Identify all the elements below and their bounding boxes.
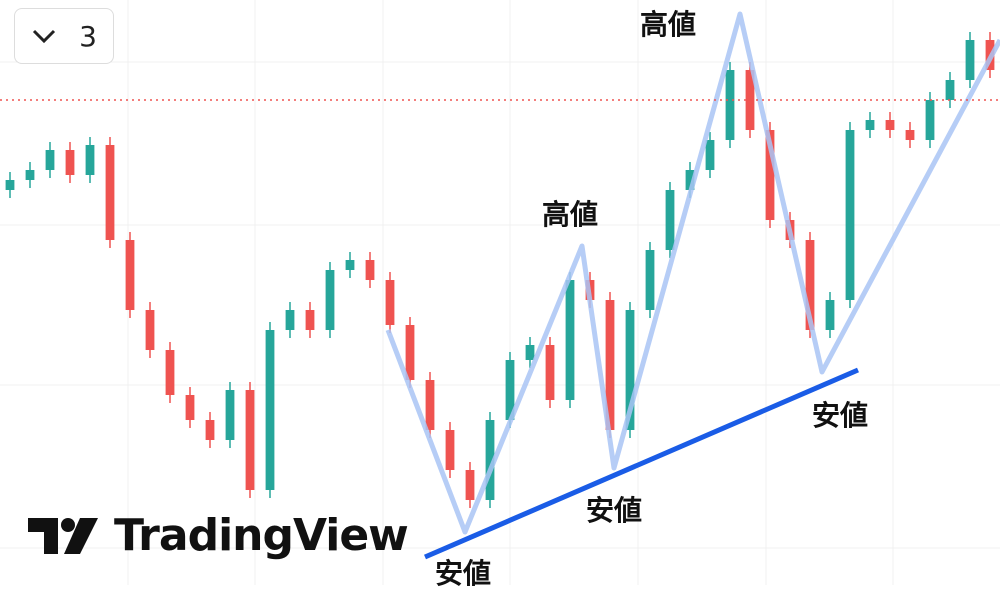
candle-body [185, 395, 195, 420]
candle-body [65, 150, 75, 175]
label: 安値 [586, 494, 642, 527]
candle-body [945, 80, 955, 100]
candle-body [805, 240, 815, 330]
candle-body [405, 325, 415, 380]
candle-body [245, 390, 255, 490]
candle-body [665, 190, 675, 250]
candle-body [825, 300, 835, 330]
candle-body [285, 310, 295, 330]
candle-body [5, 180, 15, 190]
candle-body [845, 130, 855, 300]
grid [0, 0, 1000, 585]
candle-body [325, 270, 335, 330]
candle-body [305, 310, 315, 330]
candle-body [425, 380, 435, 430]
candle-body [885, 120, 895, 130]
candle-body [25, 170, 35, 180]
label: 安値 [812, 399, 868, 432]
candle-body [725, 70, 735, 140]
candle-body [225, 390, 235, 440]
candle-body [485, 420, 495, 500]
candle-body [525, 345, 535, 360]
chevron-icon [33, 29, 56, 44]
candle-body [505, 360, 515, 420]
candle-body [905, 130, 915, 140]
candle-body [605, 300, 615, 430]
candle-body [645, 250, 655, 310]
zigzag-drawing [385, 11, 1000, 535]
candle-body [925, 100, 935, 140]
label: 高値 [542, 198, 598, 231]
candle-body [125, 240, 135, 310]
candle-body [565, 280, 575, 400]
candle-body [165, 350, 175, 395]
candle-body [545, 345, 555, 400]
candle-body [265, 330, 275, 490]
candle-body [145, 310, 155, 350]
candle-body [365, 260, 375, 280]
candle-body [345, 260, 355, 270]
candle-body [625, 310, 635, 430]
logo: TradingView [28, 510, 409, 561]
candle-body [865, 120, 875, 130]
label: 高値 [640, 8, 696, 41]
candle-body [705, 140, 715, 170]
candles [5, 32, 995, 508]
logo-icon [28, 517, 98, 554]
candle-body [465, 470, 475, 500]
candle-body [385, 280, 395, 325]
candle-body [445, 430, 455, 470]
label: 安値 [435, 557, 491, 590]
candle-body [105, 145, 115, 240]
candle-body [205, 420, 215, 440]
interval-value: 3 [79, 19, 97, 53]
candle-body [965, 40, 975, 80]
interval-dropdown[interactable]: 3 [14, 8, 114, 64]
candle-body [45, 150, 55, 170]
logo-text: TradingView [114, 510, 409, 561]
trend-line [424, 367, 859, 560]
candle-body [85, 145, 95, 175]
candle-body [685, 170, 695, 190]
candle-body [765, 130, 775, 220]
